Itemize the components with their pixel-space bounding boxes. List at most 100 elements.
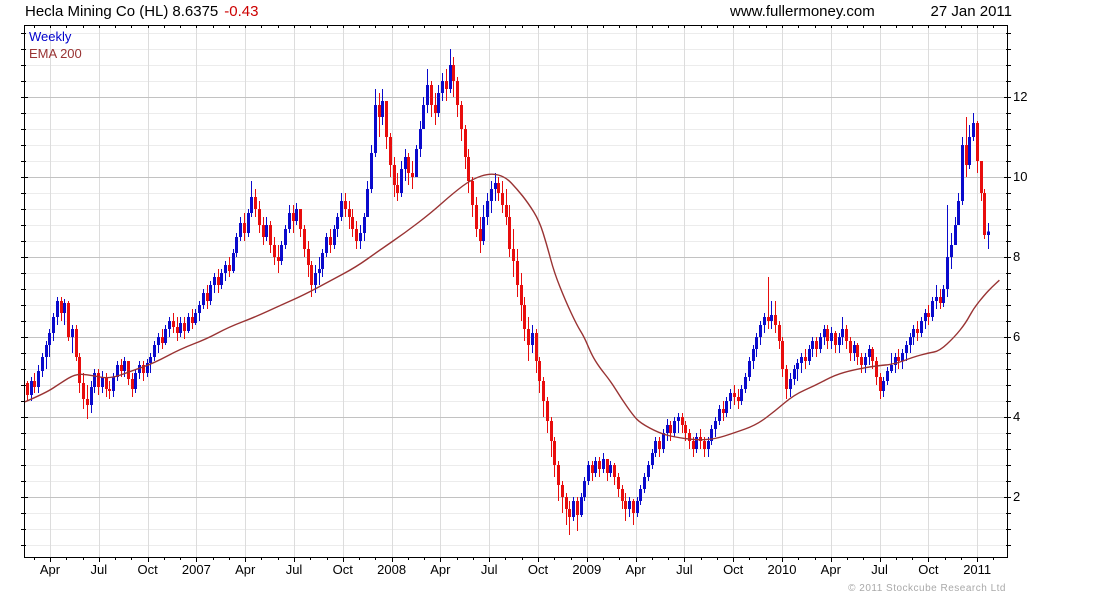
- candle-down: [33, 381, 36, 387]
- candle-down: [722, 409, 725, 413]
- x-axis-tick-label: Jul: [285, 562, 303, 577]
- candle-up: [823, 329, 826, 337]
- candle-up: [90, 387, 93, 405]
- candle-down: [804, 357, 807, 361]
- candle-down: [258, 209, 261, 225]
- candle-up: [673, 421, 676, 433]
- candle-down: [703, 441, 706, 449]
- candle-down: [471, 181, 474, 205]
- candle-up: [340, 201, 343, 217]
- candle-up: [449, 65, 452, 89]
- candle-up: [441, 81, 444, 93]
- candle-up: [811, 341, 814, 349]
- candle-up: [800, 357, 803, 363]
- candle-down: [277, 257, 280, 261]
- candle-down: [78, 357, 81, 383]
- candle-down: [669, 425, 672, 433]
- candle-down: [550, 421, 553, 441]
- candle-down: [142, 365, 145, 373]
- candle-up: [639, 489, 642, 501]
- candle-up: [363, 217, 366, 233]
- candle-down: [348, 209, 351, 217]
- candle-up: [602, 459, 605, 469]
- candle-down: [733, 393, 736, 397]
- x-axis-tick-label: Oct: [527, 562, 549, 577]
- candle-down: [452, 65, 455, 81]
- candle-up: [643, 477, 646, 489]
- candle-up: [748, 361, 751, 377]
- candle-down: [389, 137, 392, 165]
- last-price: 8.6375: [172, 3, 219, 20]
- candle-up: [654, 441, 657, 453]
- candle-up: [677, 417, 680, 421]
- candle-up: [894, 357, 897, 365]
- candle-down: [385, 101, 388, 137]
- candle-up: [400, 169, 403, 193]
- candle-down: [557, 465, 560, 485]
- candle-up: [235, 237, 238, 253]
- candle-down: [598, 461, 601, 469]
- candle-down: [927, 313, 930, 317]
- candle-up: [153, 345, 156, 357]
- candle-down: [621, 489, 624, 501]
- candle-up: [333, 229, 336, 245]
- candle-down: [434, 105, 437, 113]
- candle-down: [355, 229, 358, 241]
- candle-up: [134, 373, 137, 389]
- candle-down: [617, 477, 620, 489]
- candle-up: [752, 349, 755, 361]
- legend-ema: EMA 200: [29, 46, 82, 61]
- candle-up: [71, 329, 74, 337]
- candle-up: [594, 461, 597, 473]
- candle-down: [561, 485, 564, 497]
- chart-source-bar: www.fullermoney.com 27 Jan 2011: [730, 3, 1012, 20]
- candle-down: [774, 315, 777, 325]
- candle-up: [905, 345, 908, 353]
- candle-down: [591, 465, 594, 473]
- candle-up: [112, 377, 115, 391]
- candle-down: [86, 399, 89, 405]
- candle-down: [785, 369, 788, 389]
- candle-up: [901, 353, 904, 361]
- candle-up: [486, 201, 489, 217]
- chart-date: 27 Jan 2011: [930, 3, 1012, 20]
- candle-down: [67, 303, 70, 337]
- candle-up: [920, 321, 923, 333]
- y-axis-tick-label: 8: [1013, 249, 1021, 264]
- candle-up: [494, 183, 497, 189]
- candle-up: [864, 357, 867, 365]
- candle-up: [426, 85, 429, 105]
- candle-up: [422, 105, 425, 129]
- candle-down: [778, 325, 781, 341]
- candle-up: [531, 333, 534, 345]
- y-axis-tick-label: 10: [1013, 169, 1028, 184]
- candle-up: [662, 433, 665, 449]
- legend-timeframe: Weekly: [29, 29, 72, 44]
- candle-up: [838, 337, 841, 345]
- candle-up: [707, 441, 710, 449]
- candle-down: [980, 161, 983, 193]
- candle-down: [497, 183, 500, 193]
- candle-up: [770, 315, 773, 321]
- source-url: www.fullermoney.com: [730, 3, 875, 20]
- candle-up: [202, 293, 205, 305]
- candle-up: [93, 373, 96, 387]
- candle-down: [292, 213, 295, 221]
- candle-up: [198, 305, 201, 313]
- candle-up: [116, 365, 119, 377]
- candle-down: [393, 165, 396, 185]
- candle-up: [482, 217, 485, 241]
- x-axis-tick-label: Jul: [676, 562, 693, 577]
- candle-up: [381, 101, 384, 117]
- candle-up: [314, 273, 317, 285]
- candle-up: [45, 345, 48, 357]
- candle-down: [875, 361, 878, 377]
- candle-down: [303, 229, 306, 249]
- ema-line: [24, 173, 1000, 441]
- candle-up: [909, 337, 912, 345]
- candle-down: [206, 293, 209, 301]
- candle-up: [48, 333, 51, 345]
- x-axis-tick-label: Apr: [430, 562, 451, 577]
- candle-down: [845, 329, 848, 341]
- candle-up: [209, 285, 212, 301]
